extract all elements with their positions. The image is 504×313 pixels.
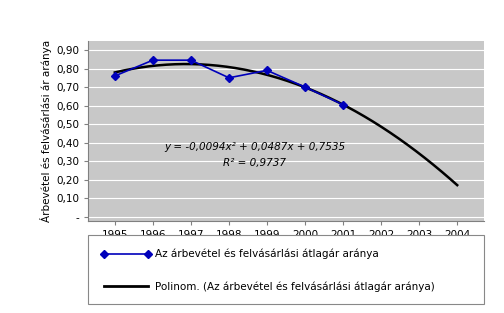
- FancyBboxPatch shape: [88, 235, 484, 304]
- Text: R² = 0,9737: R² = 0,9737: [223, 158, 286, 168]
- Text: Az árbevétel és felvásárlási átlagár aránya: Az árbevétel és felvásárlási átlagár ará…: [155, 249, 379, 259]
- Text: y = -0,0094x² + 0,0487x + 0,7535: y = -0,0094x² + 0,0487x + 0,7535: [164, 142, 345, 152]
- Text: Polinom. (Az árbevétel és felvásárlási átlagár aránya): Polinom. (Az árbevétel és felvásárlási á…: [155, 281, 435, 292]
- Y-axis label: Árbevétel és felvásárlási ár aránya: Árbevétel és felvásárlási ár aránya: [40, 40, 52, 222]
